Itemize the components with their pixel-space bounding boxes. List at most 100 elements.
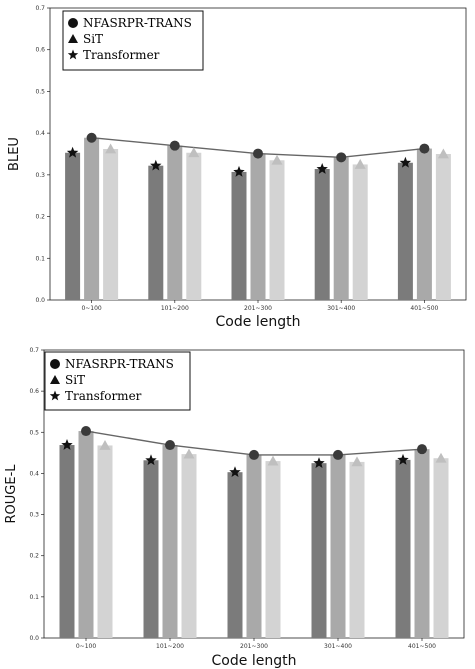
star-marker [229,466,241,477]
legend-circle-icon [68,18,78,28]
star-marker [313,457,325,468]
bar-star [227,472,243,638]
bar-circle [250,153,266,300]
circle-marker [419,143,430,154]
legend-star-icon [67,49,79,60]
star-marker [399,156,412,168]
x-tick-label: 401~500 [410,305,438,312]
legend-triangle-icon [68,34,78,43]
bar-star [65,152,81,300]
star-marker [61,439,73,450]
bar-triangle [103,148,119,300]
bar-triangle [186,152,202,300]
y-tick-label: 0.6 [29,388,39,395]
triangle-marker [267,455,279,466]
x-axis-label: Code length [212,653,297,669]
star-marker [145,454,157,466]
x-tick-label: 0~100 [81,305,101,312]
y-tick-label: 0.0 [35,297,45,304]
x-tick-label: 301~400 [327,305,355,312]
bar-circle [246,454,262,638]
x-tick-label: 301~400 [324,643,352,650]
bar-star [148,165,164,300]
bar-star [314,169,330,300]
y-tick-label: 0.4 [35,130,45,137]
triangle-marker [354,158,366,169]
triangle-marker [188,147,200,158]
circle-marker [333,449,343,460]
y-tick-label: 0.0 [29,635,39,642]
y-tick-label: 0.2 [29,553,39,560]
y-tick-label: 0.3 [35,172,45,179]
x-tick-label: 201~300 [240,643,268,650]
legend-label: Transformer [65,389,142,403]
circle-marker [417,444,427,455]
triangle-marker [351,456,363,467]
bar-circle [167,145,183,300]
bar-triangle [181,454,197,638]
legend-triangle-icon [50,375,60,384]
circle-marker [336,152,347,163]
y-axis-label: ROUGE-L [4,464,19,524]
bar-circle [416,148,432,300]
triangle-marker [271,154,283,165]
triangle-marker [105,143,117,154]
circle-marker [253,148,263,159]
x-tick-label: 201~300 [244,305,272,312]
y-tick-label: 0.5 [35,88,45,95]
legend-star-icon [49,390,61,401]
legend-label: SiT [65,373,85,387]
bar-star [143,460,159,638]
bar-star [311,463,327,638]
bar-star [397,162,413,300]
circle-marker [81,426,91,437]
star-marker [66,146,79,158]
legend-label: NFASRPR-TRANS [65,357,174,371]
bar-circle [414,449,430,638]
legend-label: Transformer [83,48,160,62]
circle-marker [165,440,175,451]
y-tick-label: 0.3 [29,512,39,519]
bar-star [231,171,247,300]
x-tick-label: 101~200 [156,643,184,650]
y-tick-label: 0.4 [29,470,39,477]
bar-triangle [265,461,281,638]
x-axis-label: Code length [216,314,301,330]
star-marker [233,165,245,177]
bar-triangle [269,160,285,300]
y-tick-label: 0.2 [35,214,45,221]
legend-box [44,351,191,411]
bar-star [59,445,75,638]
x-tick-label: 0~100 [76,643,96,650]
bar-triangle [97,445,113,638]
y-axis-label: BLEU [7,137,22,171]
legend-circle-icon [50,359,60,369]
bar-circle [333,157,349,300]
bar-triangle [435,154,451,300]
bar-circle [162,445,178,638]
x-tick-label: 401~500 [408,643,436,650]
triangle-marker [437,148,449,159]
bar-circle [84,137,100,300]
legend-box [62,10,204,71]
bar-triangle [349,461,365,638]
bar-circle [330,454,346,638]
circle-marker [249,449,259,460]
bar-star [395,459,411,638]
bleu-chart: 0.0 0.1 0.2 0.3 0.4 0.5 0.6 0.7 BLEU 0~100 101~200… [7,5,467,330]
y-tick-label: 0.7 [29,347,39,354]
bar-triangle [352,164,368,300]
legend-label: SiT [83,32,103,46]
bar-triangle [433,458,449,638]
y-tick-label: 0.1 [35,255,45,262]
legend-label: NFASRPR-TRANS [83,16,192,30]
y-tick-label: 0.7 [35,5,45,12]
circle-marker [86,132,97,143]
y-tick-label: 0.6 [35,47,45,54]
star-marker [150,159,162,171]
y-tick-label: 0.5 [29,429,39,436]
x-tick-label: 101~200 [161,305,189,312]
bar-circle [78,431,94,638]
star-marker [397,453,409,465]
y-tick-label: 0.1 [29,594,39,601]
